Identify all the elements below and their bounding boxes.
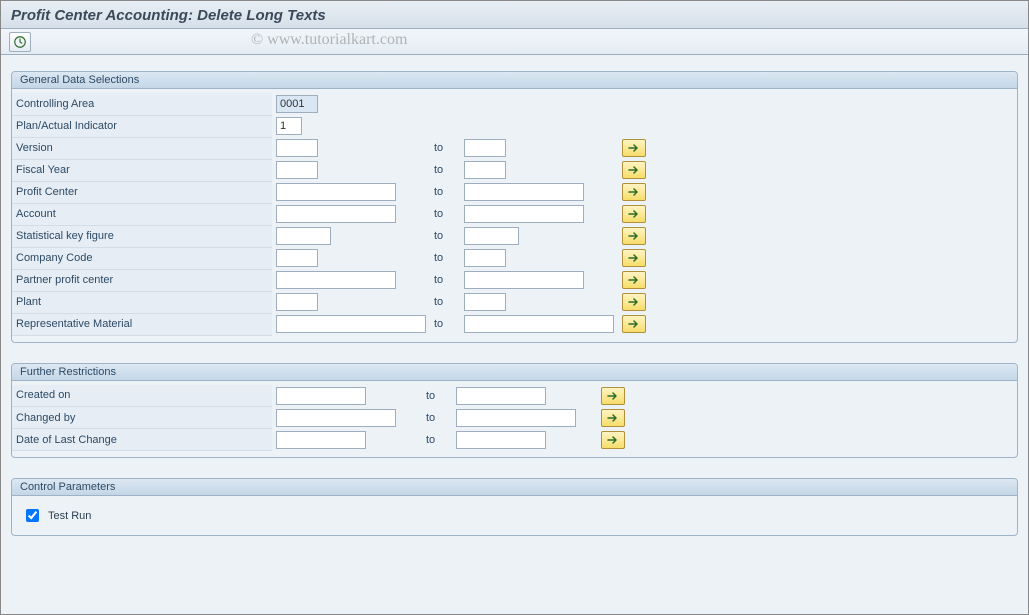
input-company-code-to[interactable] — [464, 249, 506, 267]
arrow-right-icon — [607, 391, 619, 401]
multi-select-plant[interactable] — [622, 293, 646, 311]
arrow-right-icon — [628, 209, 640, 219]
arrow-right-icon — [628, 187, 640, 197]
multi-select-partner-pc[interactable] — [622, 271, 646, 289]
label-rep-material: Representative Material — [16, 318, 132, 330]
input-last-change-to[interactable] — [456, 431, 546, 449]
input-partner-pc-to[interactable] — [464, 271, 584, 289]
row-version: Version to — [12, 137, 1017, 159]
label-last-change: Date of Last Change — [16, 434, 117, 446]
multi-select-stat-key[interactable] — [622, 227, 646, 245]
arrow-right-icon — [628, 165, 640, 175]
input-account-from[interactable] — [276, 205, 396, 223]
input-last-change-from[interactable] — [276, 431, 366, 449]
group-control-parameters: Control Parameters Test Run — [11, 478, 1018, 536]
input-changed-by-from[interactable] — [276, 409, 396, 427]
arrow-right-icon — [607, 435, 619, 445]
multi-select-last-change[interactable] — [601, 431, 625, 449]
input-changed-by-to[interactable] — [456, 409, 576, 427]
input-version-to[interactable] — [464, 139, 506, 157]
execute-button[interactable] — [9, 32, 31, 52]
row-changed-by: Changed by to — [12, 407, 1017, 429]
input-profit-center-to[interactable] — [464, 183, 584, 201]
input-account-to[interactable] — [464, 205, 584, 223]
input-company-code-from[interactable] — [276, 249, 318, 267]
arrow-right-icon — [607, 413, 619, 423]
arrow-right-icon — [628, 319, 640, 329]
clock-execute-icon — [13, 35, 27, 49]
row-last-change: Date of Last Change to — [12, 429, 1017, 451]
input-rep-material-from[interactable] — [276, 315, 426, 333]
row-created-on: Created on to — [12, 385, 1017, 407]
watermark-text: © www.tutorialkart.com — [251, 31, 407, 49]
input-stat-key-from[interactable] — [276, 227, 331, 245]
arrow-right-icon — [628, 143, 640, 153]
input-partner-pc-from[interactable] — [276, 271, 396, 289]
multi-select-version[interactable] — [622, 139, 646, 157]
row-account: Account to — [12, 203, 1017, 225]
arrow-right-icon — [628, 275, 640, 285]
row-profit-center: Profit Center to — [12, 181, 1017, 203]
multi-select-rep-material[interactable] — [622, 315, 646, 333]
label-company-code: Company Code — [16, 252, 92, 264]
label-controlling-area: Controlling Area — [16, 98, 94, 110]
input-fiscal-year-to[interactable] — [464, 161, 506, 179]
group-header-further: Further Restrictions — [12, 364, 1017, 381]
input-controlling-area[interactable] — [276, 95, 318, 113]
title-bar: Profit Center Accounting: Delete Long Te… — [1, 1, 1028, 29]
multi-select-fiscal-year[interactable] — [622, 161, 646, 179]
label-plant: Plant — [16, 296, 41, 308]
row-rep-material: Representative Material to — [12, 313, 1017, 335]
input-plant-from[interactable] — [276, 293, 318, 311]
arrow-right-icon — [628, 253, 640, 263]
label-changed-by: Changed by — [16, 412, 75, 424]
group-header-general: General Data Selections — [12, 72, 1017, 89]
input-plant-to[interactable] — [464, 293, 506, 311]
multi-select-account[interactable] — [622, 205, 646, 223]
checkbox-test-run[interactable] — [26, 509, 39, 522]
multi-select-changed-by[interactable] — [601, 409, 625, 427]
multi-select-profit-center[interactable] — [622, 183, 646, 201]
label-test-run: Test Run — [48, 510, 91, 522]
input-rep-material-to[interactable] — [464, 315, 614, 333]
row-fiscal-year: Fiscal Year to — [12, 159, 1017, 181]
row-stat-key: Statistical key figure to — [12, 225, 1017, 247]
group-further-restrictions: Further Restrictions Created on to Chang… — [11, 363, 1018, 459]
group-header-control: Control Parameters — [12, 479, 1017, 496]
input-fiscal-year-from[interactable] — [276, 161, 318, 179]
to-label: to — [434, 142, 443, 154]
arrow-right-icon — [628, 297, 640, 307]
label-version: Version — [16, 142, 53, 154]
application-toolbar: © www.tutorialkart.com — [1, 29, 1028, 55]
label-created-on: Created on — [16, 389, 70, 401]
row-controlling-area: Controlling Area — [12, 93, 1017, 115]
label-plan-actual: Plan/Actual Indicator — [16, 120, 117, 132]
input-created-on-to[interactable] — [456, 387, 546, 405]
row-plan-actual: Plan/Actual Indicator — [12, 115, 1017, 137]
label-fiscal-year: Fiscal Year — [16, 164, 70, 176]
page-title: Profit Center Accounting: Delete Long Te… — [11, 7, 326, 24]
arrow-right-icon — [628, 231, 640, 241]
input-profit-center-from[interactable] — [276, 183, 396, 201]
label-profit-center: Profit Center — [16, 186, 78, 198]
group-general-data-selections: General Data Selections Controlling Area… — [11, 71, 1018, 343]
input-plan-actual[interactable] — [276, 117, 302, 135]
row-plant: Plant to — [12, 291, 1017, 313]
multi-select-created-on[interactable] — [601, 387, 625, 405]
label-partner-pc: Partner profit center — [16, 274, 113, 286]
label-account: Account — [16, 208, 56, 220]
row-company-code: Company Code to — [12, 247, 1017, 269]
multi-select-company-code[interactable] — [622, 249, 646, 267]
input-stat-key-to[interactable] — [464, 227, 519, 245]
label-stat-key: Statistical key figure — [16, 230, 114, 242]
input-created-on-from[interactable] — [276, 387, 366, 405]
input-version-from[interactable] — [276, 139, 318, 157]
row-partner-pc: Partner profit center to — [12, 269, 1017, 291]
